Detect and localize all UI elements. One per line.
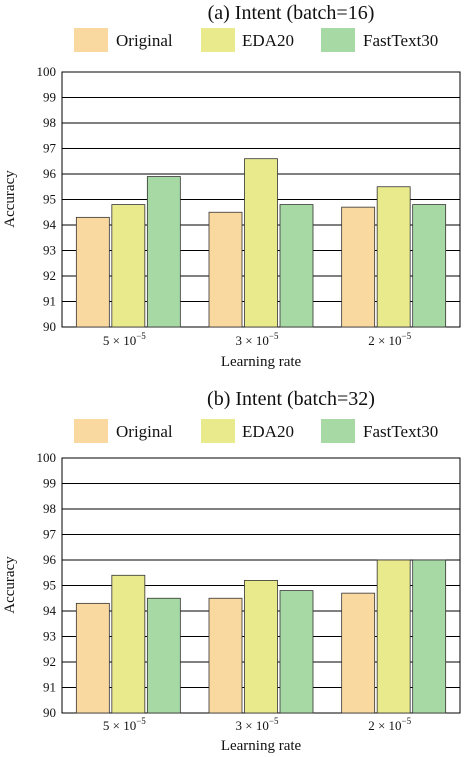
legend-swatch-fasttext30 [321,419,355,443]
legend-label-original: Original [116,31,173,50]
y-tick-label: 93 [43,243,56,258]
y-tick-label: 93 [43,629,56,644]
bar-original-1 [208,211,243,328]
y-tick-label: 100 [37,64,57,79]
bar-eda20-2 [376,186,411,328]
legend-label-eda20: EDA20 [242,31,294,50]
y-tick-label: 96 [43,166,57,181]
chart-panel-b: (b) Intent (batch=32) Original EDA20 FastTe… [2,388,461,754]
bar-fasttext30-0 [146,176,181,328]
legend-swatch-fasttext30 [321,28,355,52]
bar-fasttext30-2 [412,559,447,714]
y-axis-label: Accuracy [2,170,18,228]
x-tick-label: 2 × 10−5 [368,331,411,348]
chart-panel-a: (a) Intent (batch=16) Original EDA20 FastTe… [2,2,461,370]
y-tick-label: 90 [43,705,56,720]
x-axis-label: Learning rate [221,354,302,370]
bar-eda20-0 [111,204,146,328]
y-tick-label: 90 [43,319,56,334]
y-tick-label: 92 [43,268,56,283]
y-tick-label: 97 [43,527,57,542]
y-tick-label: 97 [43,141,57,156]
y-tick-label: 94 [43,603,57,618]
bar-fasttext30-1 [279,204,314,328]
chart-title: (b) Intent (batch=32) [207,388,375,410]
legend-label-fasttext30: FastText30 [363,31,438,50]
bar-original-0 [75,602,110,714]
legend-swatch-original [74,28,108,52]
bar-fasttext30-0 [146,597,181,714]
y-tick-label: 98 [43,115,56,130]
x-axis-label: Learning rate [221,738,302,754]
bar-original-2 [341,206,376,328]
bar-fasttext30-1 [279,590,314,714]
bar-eda20-2 [376,559,411,714]
bar-eda20-1 [244,158,278,328]
legend-swatch-eda20 [201,419,235,443]
legend-swatch-eda20 [201,28,235,52]
legend-label-fasttext30: FastText30 [363,422,438,441]
legend-label-original: Original [116,422,173,441]
legend-label-eda20: EDA20 [242,422,294,441]
bar-original-2 [341,592,376,714]
bar-original-1 [208,597,243,714]
x-tick-label: 2 × 10−5 [368,716,411,733]
y-tick-label: 95 [43,578,56,593]
bar-eda20-0 [111,574,146,714]
bar-original-0 [75,216,110,328]
x-tick-label: 3 × 10−5 [236,331,279,348]
y-tick-label: 100 [37,450,57,465]
y-tick-label: 99 [43,90,56,105]
y-tick-label: 95 [43,192,56,207]
x-tick-label: 5 × 10−5 [103,331,146,348]
y-axis-label: Accuracy [2,556,18,614]
chart-title: (a) Intent (batch=16) [208,2,375,24]
bar-fasttext30-2 [412,204,447,328]
y-tick-label: 99 [43,476,56,491]
y-tick-label: 98 [43,501,56,516]
y-tick-label: 94 [43,217,57,232]
y-tick-label: 96 [43,552,57,567]
x-tick-label: 5 × 10−5 [103,716,146,733]
bar-eda20-1 [244,580,278,714]
x-tick-label: 3 × 10−5 [236,716,279,733]
legend-swatch-original [74,419,108,443]
y-tick-label: 91 [43,294,56,309]
y-tick-label: 91 [43,680,56,695]
y-tick-label: 92 [43,654,56,669]
